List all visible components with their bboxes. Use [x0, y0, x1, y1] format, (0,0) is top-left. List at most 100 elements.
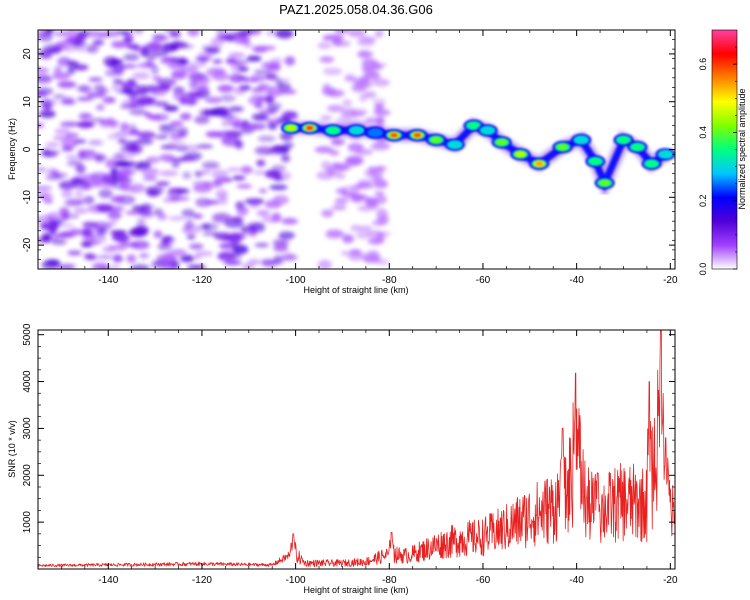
signal-track-point: [352, 128, 361, 133]
noise-blob: [279, 89, 297, 95]
noise-blob: [185, 97, 197, 106]
noise-blob: [347, 30, 366, 38]
noise-blob: [330, 206, 347, 211]
noise-blob: [373, 109, 391, 116]
noise-blob: [213, 232, 232, 241]
noise-blob: [334, 162, 349, 172]
noise-blob: [273, 243, 289, 252]
noise-blob: [226, 167, 241, 173]
noise-blob: [38, 90, 48, 98]
noise-blob: [125, 210, 145, 215]
noise-blob: [45, 142, 60, 148]
noise-blob: [365, 117, 379, 124]
signal-track-point: [497, 140, 506, 145]
y-tick-label: 3000: [22, 417, 33, 440]
x-tick-label: -140: [98, 575, 118, 586]
noise-blob: [40, 232, 52, 243]
noise-blob: [192, 213, 203, 219]
noise-blob: [136, 96, 155, 105]
noise-blob: [195, 197, 212, 208]
signal-track-point: [371, 130, 380, 135]
x-tick-label: -60: [476, 275, 491, 286]
noise-blob: [320, 115, 332, 121]
noise-blob: [183, 144, 202, 151]
noise-blob: [375, 62, 388, 67]
noise-blob: [98, 188, 113, 199]
noise-blob: [176, 126, 189, 137]
signal-track-point: [558, 145, 567, 150]
noise-blob: [350, 224, 362, 232]
noise-blob: [324, 34, 345, 41]
noise-blob: [316, 171, 335, 180]
snr-y-ticks: 1000 2000 3000 4000 5000: [22, 323, 675, 558]
noise-blob: [119, 122, 130, 132]
noise-blob: [53, 66, 63, 74]
noise-blob: [132, 205, 146, 212]
noise-blob: [351, 83, 367, 93]
noise-blob: [172, 40, 182, 48]
noise-blob: [321, 209, 334, 218]
noise-blob: [202, 224, 211, 230]
noise-blob: [358, 225, 372, 231]
signal-track-point: [577, 137, 586, 142]
noise-blob: [270, 57, 284, 64]
spectrogram-x-axis-label: Height of straight line (km): [303, 285, 408, 295]
noise-blob: [81, 241, 93, 248]
noise-blob: [223, 32, 239, 42]
noise-blob: [45, 175, 62, 181]
noise-blob: [113, 42, 133, 48]
noise-blob: [38, 74, 53, 84]
colorbar-tick-label: 0.0: [698, 263, 708, 276]
noise-blob: [66, 30, 79, 34]
noise-blob: [143, 42, 163, 52]
noise-blob: [254, 102, 264, 109]
noise-blob: [279, 131, 294, 141]
noise-blob: [194, 116, 210, 125]
spectrogram-x-ticks: -140 -120 -100 -80 -60 -40 -20: [61, 30, 678, 286]
noise-blob: [242, 262, 254, 269]
noise-blob: [256, 159, 266, 167]
signal-track-point: [305, 126, 314, 130]
noise-blob: [134, 138, 154, 145]
noise-blob: [86, 254, 100, 261]
noise-blob: [162, 235, 173, 241]
colorbar-ticks: 0.0 0.2 0.4 0.6: [698, 46, 737, 276]
noise-blob: [108, 220, 117, 226]
noise-blob: [361, 58, 379, 69]
noise-blob: [75, 164, 86, 174]
x-tick-label: -120: [192, 575, 212, 586]
noise-blob: [133, 30, 144, 34]
noise-blob: [230, 216, 243, 223]
noise-blob: [201, 161, 220, 170]
snr-x-axis-label: Height of straight line (km): [303, 585, 408, 595]
y-tick-label: 1000: [22, 511, 33, 534]
noise-blob: [59, 263, 76, 269]
noise-blob: [117, 236, 132, 242]
noise-blob: [155, 101, 170, 107]
signal-track-point: [600, 181, 609, 185]
noise-blob: [132, 71, 151, 80]
noise-blob: [168, 216, 186, 221]
noise-blob: [112, 154, 125, 160]
noise-blob: [153, 230, 163, 239]
noise-blob: [98, 88, 110, 94]
noise-blob: [86, 92, 107, 98]
noise-blob: [214, 176, 227, 184]
noise-blob: [172, 91, 187, 101]
signal-track-point: [647, 161, 656, 166]
noise-blob: [171, 70, 187, 80]
noise-blob: [275, 30, 294, 39]
noise-blob: [151, 113, 170, 122]
x-tick-label: -20: [663, 275, 678, 286]
noise-blob: [372, 78, 390, 87]
noise-blob: [38, 185, 53, 191]
noise-blob: [246, 55, 262, 62]
noise-blob: [141, 167, 160, 177]
noise-blob: [186, 234, 196, 240]
noise-blob: [314, 146, 334, 154]
noise-blob: [254, 242, 269, 248]
noise-blob: [260, 258, 278, 266]
noise-blob: [142, 175, 158, 182]
spectrogram-signal-track: [280, 117, 675, 201]
noise-blob: [95, 179, 110, 188]
